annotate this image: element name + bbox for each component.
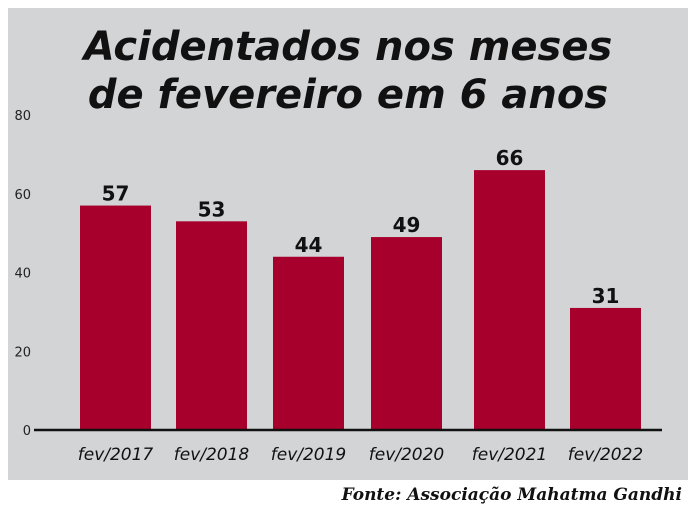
x-tick-label: fev/2019: [271, 445, 347, 465]
source-note: Fonte: Associação Mahatma Gandhi: [341, 485, 682, 505]
bar-fev-2017: [80, 205, 151, 430]
x-tick-label: fev/2022: [568, 445, 644, 465]
bar-fev-2018: [176, 221, 247, 430]
bar-fev-2020: [371, 237, 442, 430]
data-label: 53: [198, 197, 226, 221]
bar-fev-2022: [570, 307, 641, 430]
y-tick-label: 60: [14, 188, 31, 203]
x-tick-label: fev/2020: [369, 445, 445, 465]
data-label: 66: [496, 146, 524, 170]
y-tick-label: 0: [23, 424, 31, 439]
chart-title-line-2: de fevereiro em 6 anos: [88, 72, 608, 118]
y-tick-label: 40: [14, 267, 31, 282]
x-tick-label: fev/2017: [78, 445, 154, 465]
data-label: 31: [592, 284, 620, 308]
bar-fev-2021: [474, 170, 545, 430]
x-tick-label: fev/2018: [174, 445, 250, 465]
y-tick-label: 80: [14, 109, 31, 124]
bar-fev-2019: [273, 256, 344, 430]
data-label: 57: [102, 182, 130, 206]
x-tick-label: fev/2021: [472, 445, 548, 465]
y-tick-label: 20: [14, 345, 31, 360]
chart-title-line-1: Acidentados nos meses: [81, 24, 613, 70]
data-label: 49: [393, 213, 421, 237]
data-label: 44: [295, 233, 323, 257]
